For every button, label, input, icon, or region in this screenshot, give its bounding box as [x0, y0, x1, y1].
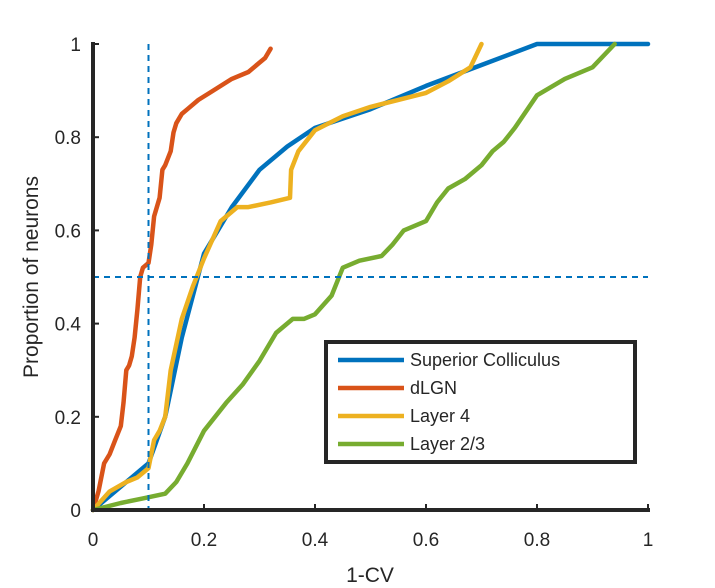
series-line-2: [90, 46, 273, 513]
x-tick-label: 0.2: [191, 530, 217, 551]
tick-marks: [92, 43, 649, 511]
y-tick-label: 0.2: [55, 408, 81, 429]
x-tick-label: 0: [88, 530, 99, 551]
series-line-4: [90, 41, 617, 513]
y-tick-label: 0: [70, 501, 81, 522]
legend-label: Layer 2/3: [410, 434, 485, 454]
y-tick-label: 0.6: [55, 221, 81, 242]
series-line-3: [90, 41, 484, 513]
plot-lines: [90, 41, 651, 513]
legend-label: Layer 4: [410, 406, 470, 426]
x-tick-label: 0.6: [413, 530, 439, 551]
tick-labels: 0 0.2 0.4 0.6 0.8 1 0 0.2 0.4 0.6 0.8 1: [55, 35, 654, 551]
legend-label: dLGN: [410, 378, 457, 398]
series-line-1: [90, 41, 651, 513]
y-tick-label: 0.4: [55, 315, 82, 336]
x-tick-label: 1: [643, 530, 654, 551]
legend: Superior Colliculus dLGN Layer 4 Layer 2/3: [324, 340, 637, 464]
x-tick-label: 0.4: [302, 530, 329, 551]
x-axis-label: 1-CV: [346, 564, 394, 587]
x-tick-label: 0.8: [524, 530, 550, 551]
reference-lines: [93, 44, 648, 510]
y-tick-label: 0.8: [55, 128, 81, 149]
y-axis-label: Proportion of neurons: [20, 176, 43, 378]
axes: [91, 42, 650, 512]
legend-label: Superior Colliculus: [410, 350, 560, 370]
y-tick-label: 1: [70, 35, 81, 56]
